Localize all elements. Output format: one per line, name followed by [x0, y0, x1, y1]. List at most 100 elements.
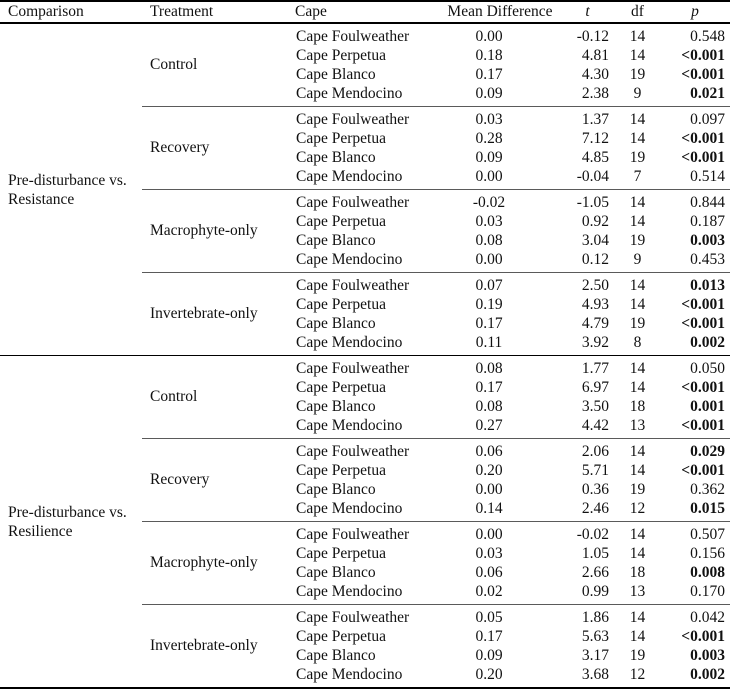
mean-difference-cell: 0.00	[475, 526, 503, 543]
cape-cell: Cape Foulweather	[296, 111, 410, 128]
df-cell: 14	[629, 296, 646, 313]
cape-cell: Cape Foulweather	[296, 28, 410, 45]
mean-difference-cell: 0.06	[475, 443, 503, 460]
t-value-cell: 1.86	[581, 609, 609, 626]
treatment-block: Macrophyte-only Cape Foulweather -0.02 -1.0…	[142, 189, 730, 272]
table-row: Cape Mendocino 0.27 4.42 13 <0.001	[287, 416, 730, 435]
cape-cell: Cape Mendocino	[296, 334, 403, 351]
cape-cell: Cape Blanco	[296, 647, 376, 664]
treatment-rows: Cape Foulweather 0.05 1.86 14 0.042 Cape Perp…	[287, 608, 730, 684]
p-value-cell: <0.001	[681, 462, 725, 479]
table-row: Cape Blanco 0.00 0.36 19 0.362	[287, 480, 730, 499]
p-value-cell: 0.844	[690, 194, 725, 211]
column-header-df: df	[631, 3, 644, 20]
df-cell: 14	[629, 526, 646, 543]
treatment-label: Invertebrate-only	[150, 637, 258, 654]
df-cell: 19	[629, 232, 646, 249]
p-value-cell: 0.170	[690, 583, 725, 600]
df-cell: 14	[629, 111, 646, 128]
column-header-mean-difference: Mean Difference	[447, 3, 553, 20]
treatment-label: Macrophyte-only	[150, 554, 258, 571]
mean-difference-cell: 0.09	[475, 647, 503, 664]
t-value-cell: -1.05	[576, 194, 609, 211]
p-value-cell: 0.156	[690, 545, 725, 562]
table-row: Cape Blanco 0.17 4.30 19 <0.001	[287, 65, 730, 84]
table-row: Cape Foulweather 0.06 2.06 14 0.029	[287, 442, 730, 461]
cape-cell: Cape Blanco	[296, 398, 376, 415]
treatment-label: Macrophyte-only	[150, 222, 258, 239]
column-header-t: t	[585, 3, 590, 20]
treatment-label: Control	[150, 388, 198, 405]
df-cell: 14	[629, 609, 646, 626]
mean-difference-cell: 0.07	[475, 277, 503, 294]
column-header-comparison: Comparison	[8, 3, 84, 20]
t-value-cell: 2.66	[581, 564, 609, 581]
cape-cell: Cape Mendocino	[296, 85, 403, 102]
treatment-rows: Cape Foulweather 0.08 1.77 14 0.050 Cape Perp…	[287, 359, 730, 435]
mean-difference-cell: 0.03	[475, 213, 503, 230]
treatment-block: Recovery Cape Foulweather 0.06 2.06 14 0.029 C…	[142, 438, 730, 521]
table-row: Cape Perpetua 0.17 5.63 14 <0.001	[287, 627, 730, 646]
mean-difference-cell: 0.00	[475, 481, 503, 498]
comparison-label: Pre-disturbance vs. Resistance	[8, 171, 127, 208]
cape-cell: Cape Mendocino	[296, 500, 403, 517]
t-value-cell: -0.02	[576, 526, 609, 543]
df-cell: 12	[629, 666, 646, 683]
table-row: Cape Perpetua 0.03 1.05 14 0.156	[287, 544, 730, 563]
treatment-blocks: Control Cape Foulweather 0.08 1.77 14 0.050 Ca…	[142, 356, 730, 687]
table-row: Cape Mendocino 0.09 2.38 9 0.021	[287, 84, 730, 103]
df-cell: 14	[629, 462, 646, 479]
mean-difference-cell: 0.20	[475, 462, 503, 479]
df-cell: 14	[629, 277, 646, 294]
t-value-cell: 4.85	[581, 149, 609, 166]
treatment-rows: Cape Foulweather -0.02 -1.05 14 0.844 Cape Pe…	[287, 193, 730, 269]
table-row: Cape Mendocino 0.20 3.68 12 0.002	[287, 665, 730, 684]
cape-cell: Cape Blanco	[296, 315, 376, 332]
t-value-cell: -0.04	[576, 168, 609, 185]
mean-difference-cell: 0.17	[475, 315, 503, 332]
table-row: Cape Blanco 0.17 4.79 19 <0.001	[287, 314, 730, 333]
mean-difference-cell: 0.27	[475, 417, 503, 434]
p-value-cell: 0.029	[690, 443, 725, 460]
comparison-section: Pre-disturbance vs. Resilience Control Cap…	[0, 355, 730, 687]
mean-difference-cell: 0.19	[475, 296, 503, 313]
mean-difference-cell: 0.00	[475, 251, 503, 268]
p-value-cell: 0.008	[690, 564, 725, 581]
mean-difference-cell: 0.17	[475, 628, 503, 645]
cape-cell: Cape Blanco	[296, 564, 376, 581]
cape-cell: Cape Perpetua	[296, 462, 386, 479]
mean-difference-cell: 0.09	[475, 85, 503, 102]
mean-difference-cell: 0.08	[475, 360, 503, 377]
table-row: Cape Perpetua 0.03 0.92 14 0.187	[287, 212, 730, 231]
p-value-cell: 0.514	[690, 168, 725, 185]
t-value-cell: 3.50	[581, 398, 609, 415]
p-value-cell: 0.097	[690, 111, 725, 128]
p-value-cell: 0.021	[690, 85, 725, 102]
df-cell: 7	[633, 168, 642, 185]
table-row: Cape Mendocino 0.14 2.46 12 0.015	[287, 499, 730, 518]
column-header-p: p	[691, 3, 699, 20]
t-value-cell: 1.37	[581, 111, 609, 128]
comparison-label: Pre-disturbance vs. Resilience	[8, 503, 127, 540]
mean-difference-cell: 0.02	[475, 583, 503, 600]
df-cell: 13	[629, 583, 646, 600]
mean-difference-cell: 0.18	[475, 47, 503, 64]
p-value-cell: <0.001	[681, 417, 725, 434]
treatment-label: Control	[150, 56, 198, 73]
p-value-cell: 0.015	[690, 500, 725, 517]
cape-cell: Cape Perpetua	[296, 47, 386, 64]
cape-cell: Cape Perpetua	[296, 628, 386, 645]
cape-cell: Cape Perpetua	[296, 545, 386, 562]
cape-cell: Cape Perpetua	[296, 379, 386, 396]
t-value-cell: 2.50	[581, 277, 609, 294]
treatment-label: Recovery	[150, 139, 210, 156]
column-header-cape: Cape	[295, 3, 327, 20]
table-row: Cape Perpetua 0.18 4.81 14 <0.001	[287, 46, 730, 65]
df-cell: 14	[629, 213, 646, 230]
cape-cell: Cape Foulweather	[296, 277, 410, 294]
t-value-cell: 7.12	[581, 130, 609, 147]
treatment-block: Macrophyte-only Cape Foulweather 0.00 -0.02…	[142, 521, 730, 604]
df-cell: 19	[629, 149, 646, 166]
df-cell: 14	[629, 130, 646, 147]
t-value-cell: 2.46	[581, 500, 609, 517]
